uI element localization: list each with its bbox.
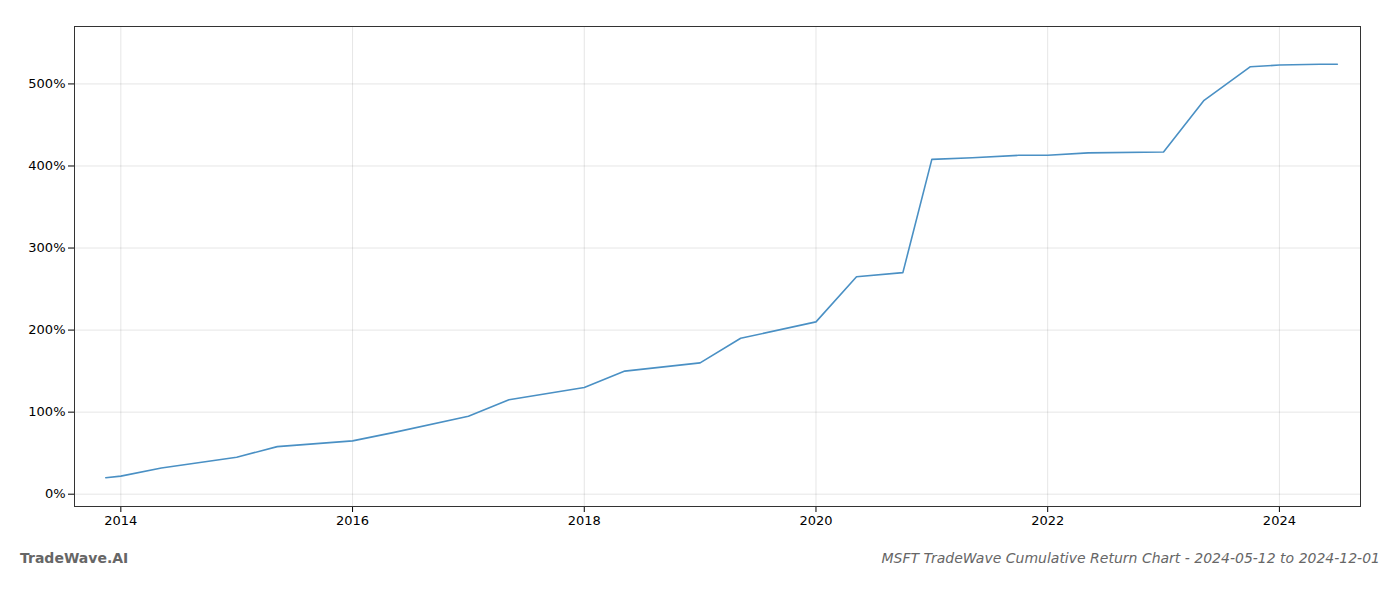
svg-text:200%: 200% (28, 322, 65, 337)
html-text:MSFT TradeWave Cumulative Retu: MSFT TradeWave Cumulative Return Chart -… (881, 550, 1380, 566)
svg-text:400%: 400% (28, 158, 65, 173)
svg-text:2020: 2020 (799, 513, 832, 528)
svg-text:300%: 300% (28, 240, 65, 255)
svg-text:100%: 100% (28, 404, 65, 419)
html-text:TradeWave.AI: TradeWave.AI (20, 550, 129, 566)
svg-text:2018: 2018 (568, 513, 601, 528)
svg-text:2022: 2022 (1031, 513, 1064, 528)
svg-text:2024: 2024 (1263, 513, 1296, 528)
svg-text:2014: 2014 (104, 513, 137, 528)
svg-text:500%: 500% (28, 76, 65, 91)
svg-text:2016: 2016 (336, 513, 369, 528)
svg-text:0%: 0% (45, 486, 66, 501)
